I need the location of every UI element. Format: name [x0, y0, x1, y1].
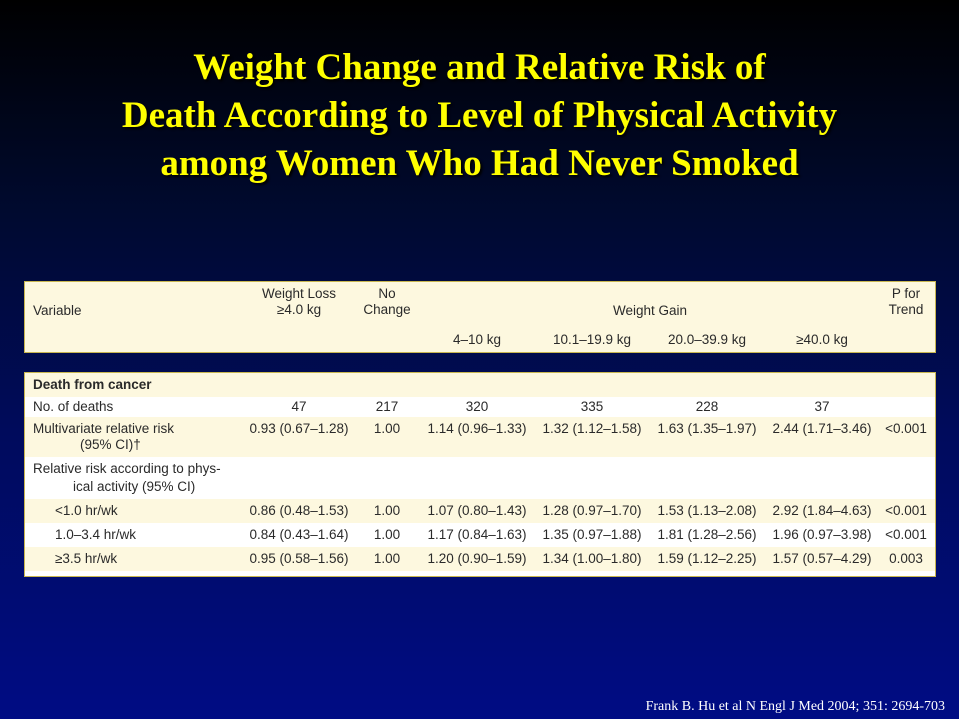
table-row: No. of deaths 47 217 320 335 228 37 — [25, 395, 935, 419]
table-row: Relative risk according to phys- ical ac… — [25, 457, 935, 499]
cell-no-change: 217 — [375, 399, 399, 414]
row-label: 1.0–3.4 hr/wk — [55, 527, 137, 542]
cell-gain-4-10: 1.20 (0.90–1.59) — [427, 551, 527, 566]
cell-gain-20-40: 1.59 (1.12–2.25) — [657, 551, 757, 566]
section-label: Death from cancer — [33, 377, 152, 392]
table-row: Multivariate relative risk (95% CI)† 0.9… — [25, 417, 935, 457]
cell-gain-10-20: 335 — [580, 399, 604, 414]
title-line-2: Death According to Level of Physical Act… — [121, 95, 838, 136]
cell-gain-10-20: 1.28 (0.97–1.70) — [542, 503, 642, 518]
slide-title: Weight Change and Relative Risk of Death… — [0, 44, 959, 188]
row-label: Multivariate relative risk — [33, 421, 175, 436]
cell-weight-loss: 0.84 (0.43–1.64) — [249, 527, 349, 542]
row-label: No. of deaths — [33, 399, 114, 414]
cell-gain-4-10: 320 — [465, 399, 489, 414]
table-row: ≥3.5 hr/wk 0.95 (0.58–1.56) 1.00 1.20 (0… — [25, 547, 935, 571]
cell-no-change: 1.00 — [373, 503, 401, 518]
row-label: <1.0 hr/wk — [55, 503, 118, 518]
cell-no-change: 1.00 — [373, 551, 401, 566]
cell-weight-loss: 47 — [291, 399, 307, 414]
cell-gain-4-10: 1.07 (0.80–1.43) — [427, 503, 527, 518]
header-p-trend-line2: Trend — [888, 302, 924, 317]
row-label: Relative risk according to phys- — [33, 461, 221, 476]
cell-gain-40plus: 37 — [814, 399, 830, 414]
title-line-3: among Women Who Had Never Smoked — [160, 143, 799, 184]
row-label: ≥3.5 hr/wk — [55, 551, 118, 566]
header-variable: Variable — [33, 303, 82, 318]
cell-p-trend: 0.003 — [889, 551, 923, 566]
row-label-cont: (95% CI)† — [80, 437, 141, 452]
cell-gain-10-20: 1.34 (1.00–1.80) — [542, 551, 642, 566]
cell-gain-10-20: 1.32 (1.12–1.58) — [542, 421, 642, 436]
header-gain-40plus: ≥40.0 kg — [796, 332, 848, 347]
cell-p-trend: <0.001 — [885, 527, 927, 542]
cell-gain-4-10: 1.14 (0.96–1.33) — [427, 421, 527, 436]
cell-gain-40plus: 2.92 (1.84–4.63) — [772, 503, 872, 518]
header-weight-gain: Weight Gain — [612, 303, 688, 318]
cell-weight-loss: 0.95 (0.58–1.56) — [249, 551, 349, 566]
cell-gain-20-40: 1.63 (1.35–1.97) — [657, 421, 757, 436]
header-p-trend: P for Trend — [880, 286, 932, 318]
cell-weight-loss: 0.93 (0.67–1.28) — [249, 421, 349, 436]
cell-no-change: 1.00 — [373, 527, 401, 542]
header-no-change-line2: Change — [363, 302, 411, 317]
section-row: Death from cancer — [25, 373, 935, 397]
cell-p-trend: <0.001 — [885, 503, 927, 518]
header-gain-20-40: 20.0–39.9 kg — [667, 332, 747, 347]
header-weight-loss-line2: ≥4.0 kg — [276, 302, 322, 317]
cell-no-change: 1.00 — [373, 421, 401, 436]
cell-p-trend: <0.001 — [885, 421, 927, 436]
cell-gain-10-20: 1.35 (0.97–1.88) — [542, 527, 642, 542]
title-line-1: Weight Change and Relative Risk of — [193, 47, 766, 88]
header-no-change: No Change — [357, 286, 417, 318]
table-body: Death from cancer No. of deaths 47 217 3… — [24, 372, 936, 577]
header-gain-4-10: 4–10 kg — [452, 332, 502, 347]
table-header: Variable Weight Loss ≥4.0 kg No Change W… — [24, 281, 936, 353]
cell-gain-40plus: 2.44 (1.71–3.46) — [772, 421, 872, 436]
header-no-change-line1: No — [378, 286, 396, 301]
header-p-trend-line1: P for — [891, 286, 921, 301]
cell-gain-40plus: 1.57 (0.57–4.29) — [772, 551, 872, 566]
cell-gain-40plus: 1.96 (0.97–3.98) — [772, 527, 872, 542]
citation: Frank B. Hu et al N Engl J Med 2004; 351… — [645, 699, 945, 714]
cell-weight-loss: 0.86 (0.48–1.53) — [249, 503, 349, 518]
header-gain-10-20: 10.1–19.9 kg — [552, 332, 632, 347]
header-weight-loss-line1: Weight Loss — [261, 286, 337, 301]
cell-gain-4-10: 1.17 (0.84–1.63) — [427, 527, 527, 542]
cell-gain-20-40: 1.53 (1.13–2.08) — [657, 503, 757, 518]
cell-gain-20-40: 228 — [695, 399, 719, 414]
table-row: <1.0 hr/wk 0.86 (0.48–1.53) 1.00 1.07 (0… — [25, 499, 935, 523]
row-label-cont: ical activity (95% CI) — [73, 479, 196, 494]
header-weight-loss: Weight Loss ≥4.0 kg — [249, 286, 349, 318]
cell-gain-20-40: 1.81 (1.28–2.56) — [657, 527, 757, 542]
table-row: 1.0–3.4 hr/wk 0.84 (0.43–1.64) 1.00 1.17… — [25, 523, 935, 547]
